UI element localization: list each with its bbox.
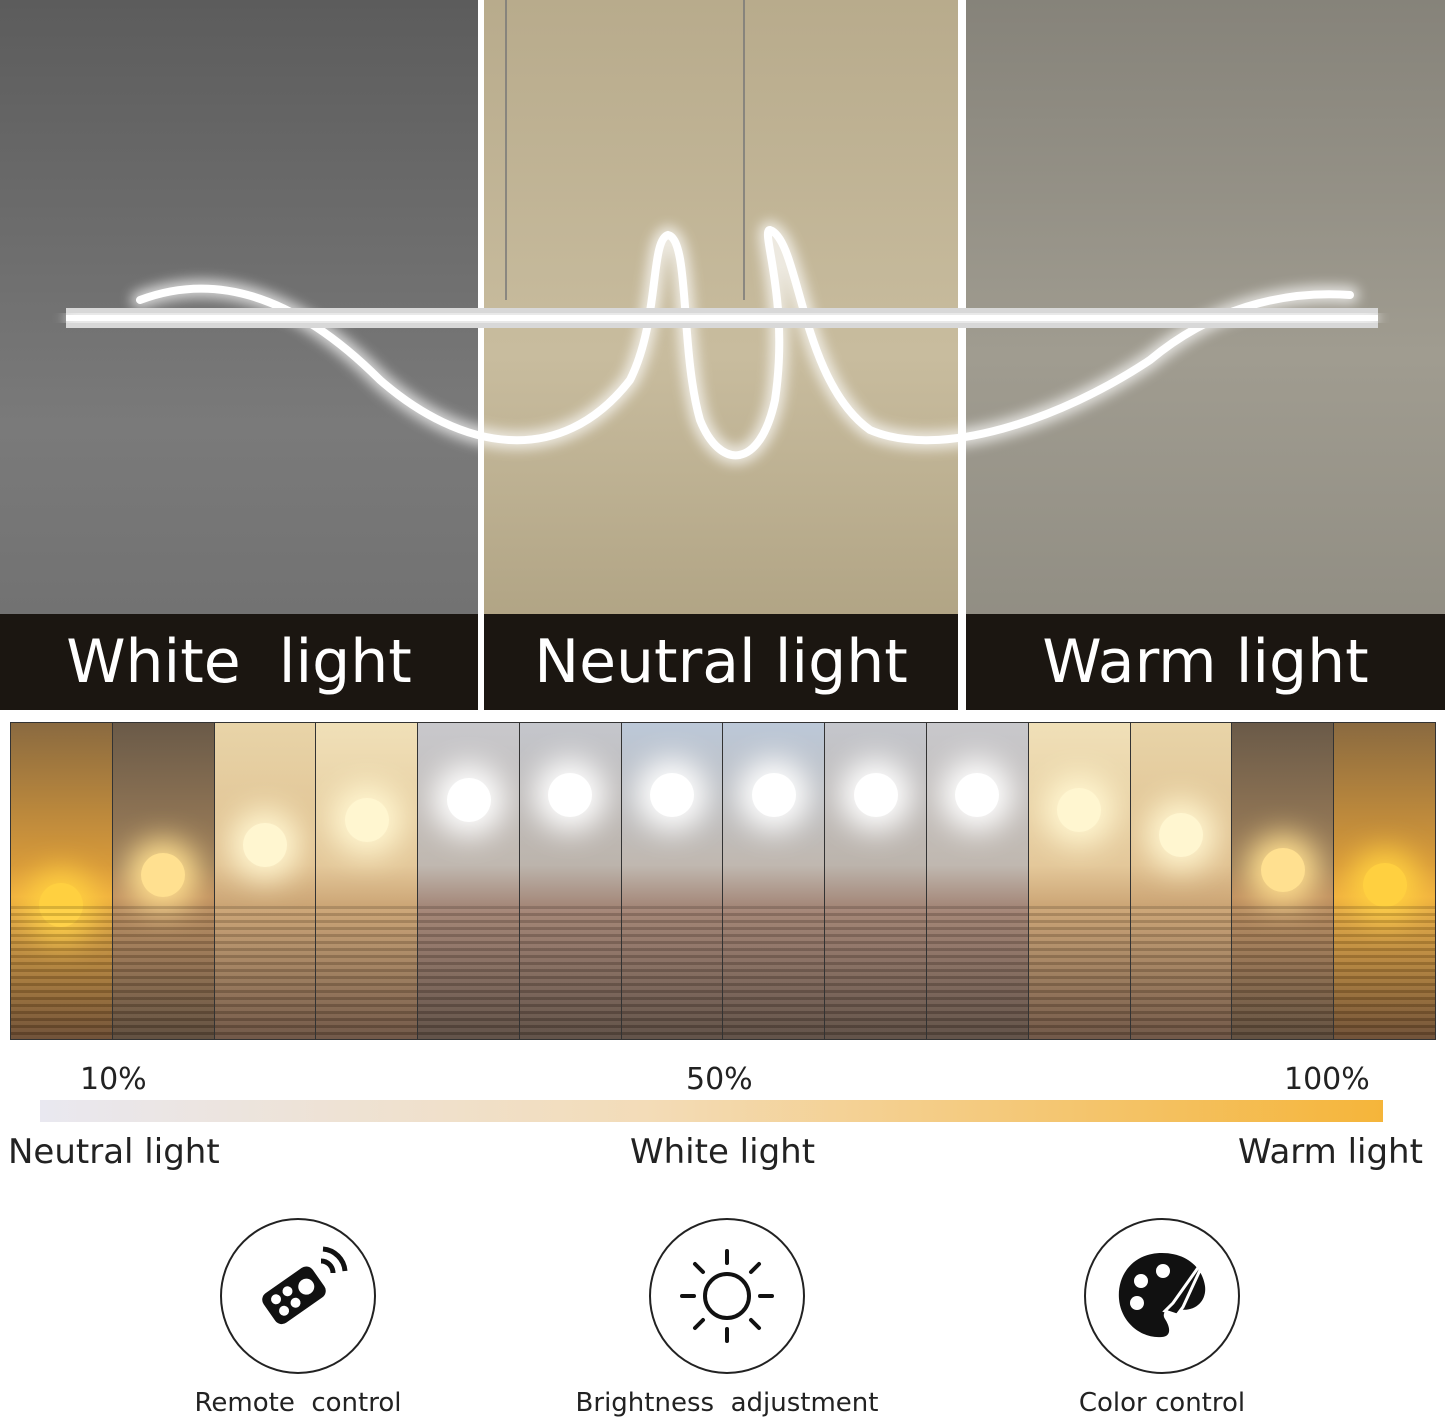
sunset-tile	[723, 723, 826, 1039]
sunset-tile	[825, 723, 928, 1039]
sunset-tile	[927, 723, 1029, 1039]
white-light-panel: White light	[0, 0, 478, 710]
sun-glow	[853, 773, 898, 817]
feature-label: Brightness adjustment	[575, 1388, 879, 1418]
white-light-label: White light	[630, 1132, 816, 1172]
percent-10: 10%	[80, 1062, 147, 1097]
sea	[11, 906, 112, 1039]
sun-glow	[548, 773, 593, 817]
sunset-tile	[11, 723, 113, 1039]
sea	[214, 906, 316, 1039]
percent-50: 50%	[686, 1062, 753, 1097]
sea	[723, 906, 825, 1039]
sunset-tile	[214, 723, 317, 1039]
feature-label: Remote control	[194, 1388, 402, 1418]
color-temperature-strip	[10, 722, 1436, 1040]
palette-icon	[1084, 1218, 1240, 1374]
sunset-tile	[1130, 723, 1233, 1039]
sun-brightness-icon	[649, 1218, 805, 1374]
neutral-light-label: Neutral light	[8, 1132, 220, 1172]
sea	[927, 906, 1028, 1039]
sea	[418, 906, 519, 1039]
warm-light-label: Warm light	[1238, 1132, 1423, 1172]
sun-glow	[1158, 813, 1203, 857]
sun-glow	[446, 778, 491, 822]
panel-label: White light	[0, 614, 478, 710]
sun-glow	[344, 798, 389, 842]
panel-label: Neutral light	[484, 614, 958, 710]
sea	[1028, 906, 1130, 1039]
sun-glow	[141, 853, 186, 897]
neutral-light-panel: Neutral light	[484, 0, 958, 710]
sunset-tile	[112, 723, 215, 1039]
pendant-lamp-image	[66, 0, 1378, 465]
sea	[621, 906, 723, 1039]
sun-glow	[1362, 863, 1407, 907]
percent-100: 100%	[1284, 1062, 1370, 1097]
sun-glow	[1260, 848, 1305, 892]
sea	[316, 906, 418, 1039]
sea	[1232, 906, 1334, 1039]
sun-glow	[242, 823, 287, 867]
sun-glow	[39, 883, 84, 927]
temperature-gradient-bar	[40, 1100, 1383, 1122]
warm-light-panel: Warm light	[966, 0, 1445, 710]
feature-label: Color control	[1078, 1388, 1246, 1418]
panel-label: Warm light	[966, 614, 1445, 710]
sunset-tile	[519, 723, 622, 1039]
sunset-tile	[621, 723, 724, 1039]
sun-glow	[1057, 788, 1102, 832]
sea	[825, 906, 927, 1039]
sun-glow	[751, 773, 796, 817]
sea	[1334, 906, 1435, 1039]
sunset-tile	[1334, 723, 1435, 1039]
sunset-tile	[1028, 723, 1131, 1039]
sea	[1130, 906, 1232, 1039]
sunset-tile	[316, 723, 419, 1039]
sea	[519, 906, 621, 1039]
sunset-tile	[418, 723, 520, 1039]
sun-glow	[650, 773, 695, 817]
sun-glow	[955, 773, 1000, 817]
sunset-tile	[1232, 723, 1335, 1039]
sea	[112, 906, 214, 1039]
remote-control-icon	[220, 1218, 376, 1374]
